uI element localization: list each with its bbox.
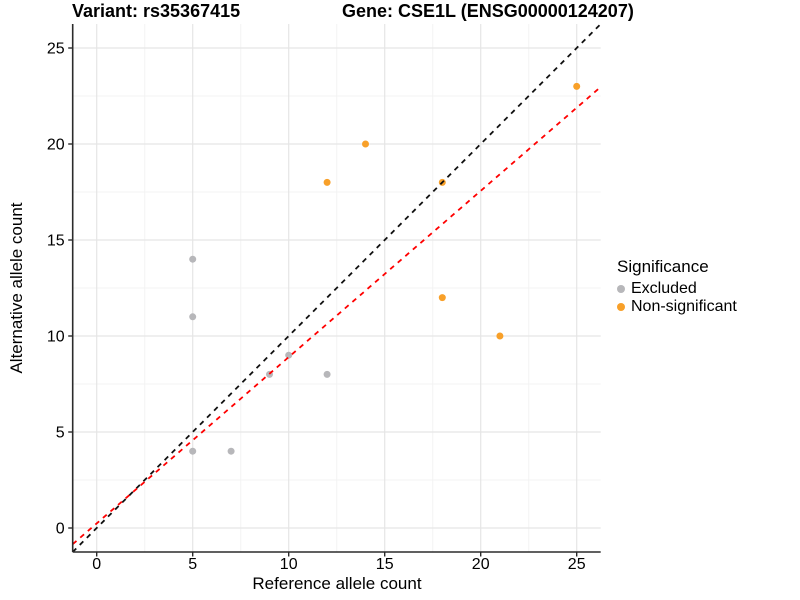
gene-title: Gene: CSE1L (ENSG00000124207)	[342, 1, 634, 21]
data-point-non-significant	[323, 178, 331, 186]
x-axis-title: Reference allele count	[252, 574, 422, 593]
data-point-excluded	[189, 313, 197, 321]
y-tick-label: 0	[56, 521, 65, 538]
identity-line	[72, 23, 602, 553]
legend: Significance Excluded Non-significant	[617, 257, 737, 316]
legend-item-label: Non-significant	[631, 298, 737, 315]
y-axis-title: Alternative allele count	[7, 202, 26, 374]
data-point-excluded	[189, 447, 197, 455]
data-point-non-significant	[362, 140, 369, 148]
x-tick-label: 10	[280, 556, 298, 573]
data-point-excluded	[227, 447, 235, 455]
data-point-non-significant	[573, 82, 581, 90]
legend-item-label: Excluded	[631, 280, 697, 297]
fit-line	[72, 86, 602, 545]
data-point-excluded	[323, 370, 331, 378]
data-point-non-significant	[496, 332, 504, 340]
x-tick-label: 5	[188, 556, 197, 573]
y-tick-label: 25	[47, 41, 65, 58]
variant-title: Variant: rs35367415	[72, 1, 241, 21]
non-significant-swatch-icon	[617, 303, 625, 311]
legend-item-excluded: Excluded	[617, 280, 737, 298]
y-tick-label: 5	[56, 425, 65, 442]
y-tick-label: 10	[47, 329, 65, 346]
legend-item-non-significant: Non-significant	[617, 298, 737, 316]
data-point-excluded	[189, 255, 197, 263]
legend-title: Significance	[617, 257, 709, 276]
y-tick-label: 15	[47, 233, 65, 250]
y-tick-label: 20	[47, 137, 65, 154]
data-point-excluded	[285, 351, 293, 359]
x-tick-label: 15	[376, 556, 394, 573]
excluded-swatch-icon	[617, 285, 625, 293]
x-tick-label: 25	[568, 556, 586, 573]
x-tick-label: 0	[92, 556, 101, 573]
data-point-non-significant	[438, 294, 446, 302]
x-tick-label: 20	[472, 556, 490, 573]
